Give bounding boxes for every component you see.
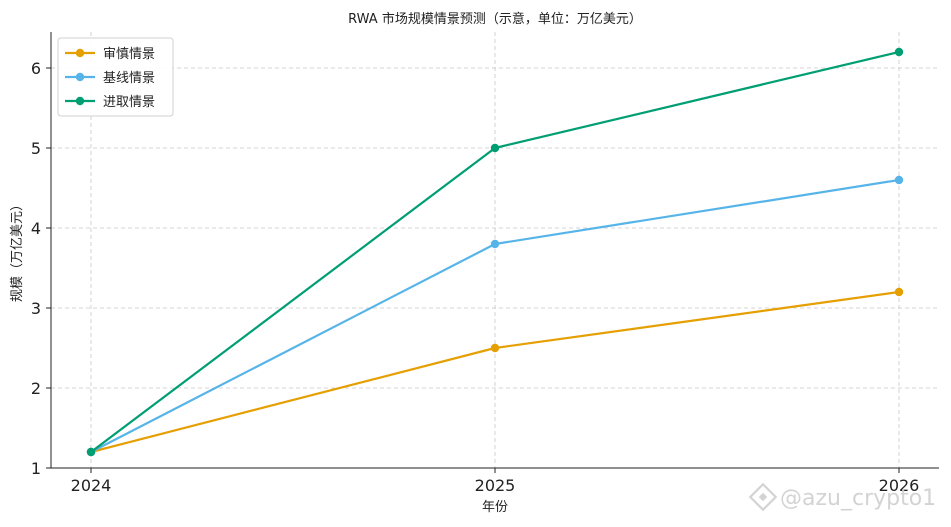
legend-swatch-marker (75, 72, 85, 82)
series-line (90, 290, 900, 454)
x-axis-title: 年份 (482, 500, 508, 515)
grid-lines (51, 32, 939, 469)
legend-item: 审慎情景 (65, 47, 155, 62)
x-tick-label: 2024 (71, 476, 112, 495)
y-tick-label: 2 (31, 379, 41, 398)
legend-swatch-marker (75, 96, 85, 106)
legend-label: 审慎情景 (103, 47, 155, 62)
data-point (894, 175, 904, 185)
y-axis-ticks: 1 2 3 4 5 6 (31, 59, 51, 478)
x-tick-label: 2026 (879, 476, 920, 495)
legend-swatch-marker (75, 48, 85, 58)
y-tick-label: 4 (31, 219, 41, 238)
y-tick-label: 1 (31, 459, 41, 478)
watermark: @azu_crypto1 (748, 482, 936, 512)
legend-label: 基线情景 (103, 71, 155, 86)
y-tick-label: 3 (31, 299, 41, 318)
series-3 (86, 47, 904, 457)
x-axis-ticks: 2024 2025 2026 (71, 468, 920, 495)
y-axis-title: 规模（万亿美元） (10, 198, 25, 302)
legend-item: 基线情景 (65, 71, 155, 86)
data-point (894, 287, 904, 297)
binance-diamond-icon (748, 482, 778, 512)
x-tick-label: 2025 (475, 476, 516, 495)
data-point (490, 143, 500, 153)
data-point (490, 343, 500, 353)
legend-item: 进取情景 (65, 95, 155, 110)
chart-title: RWA 市场规模情景预测（示意，单位：万亿美元） (348, 11, 642, 27)
y-tick-label: 6 (31, 59, 41, 78)
legend-label: 进取情景 (103, 95, 155, 110)
series-group (86, 47, 904, 457)
data-point (86, 447, 96, 457)
watermark-text: @azu_crypto1 (780, 486, 936, 511)
data-point (894, 47, 904, 57)
data-point (490, 239, 500, 249)
legend-box (57, 37, 174, 117)
y-tick-label: 5 (31, 139, 41, 158)
